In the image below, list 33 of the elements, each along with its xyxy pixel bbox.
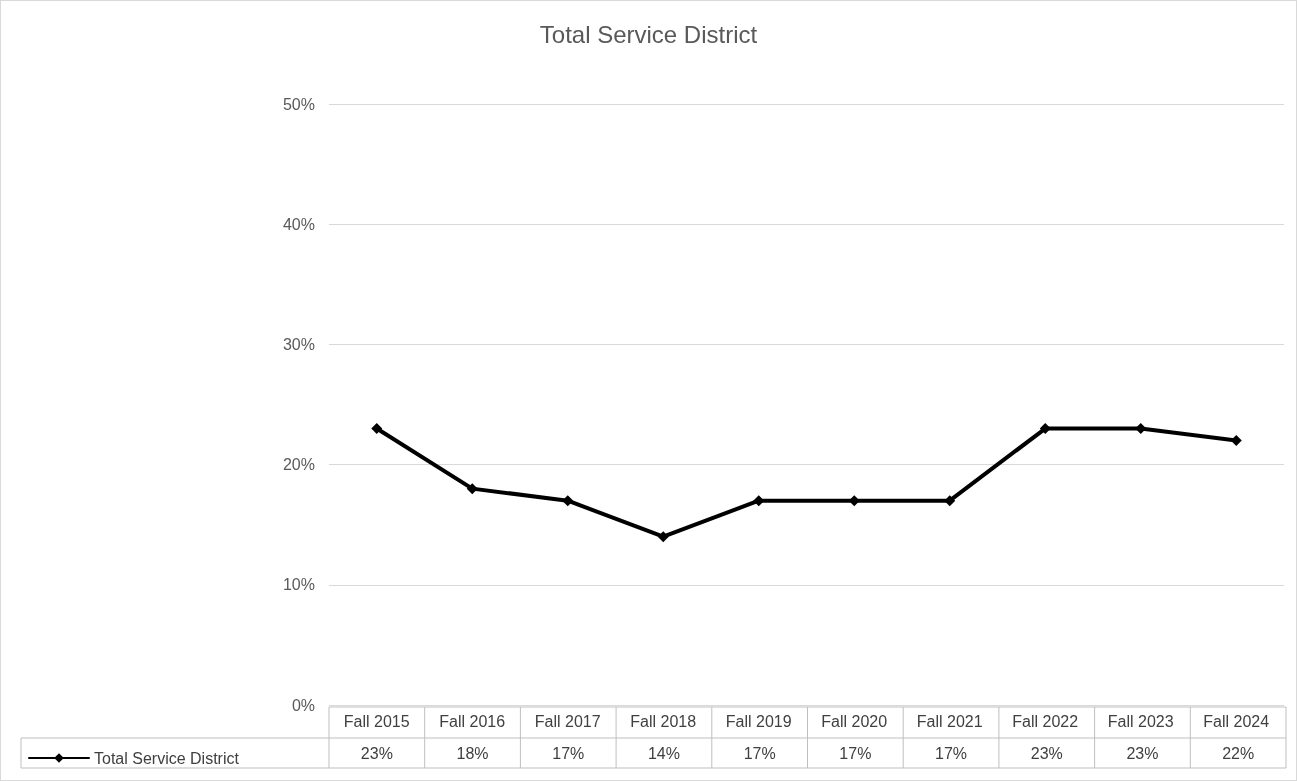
x-tick-label: Fall 2020 [821,712,888,730]
point [371,423,383,435]
data-label: 17% [935,744,968,762]
data-label: 22% [1222,744,1255,762]
x-tick-label: Fall 2021 [916,712,983,730]
point [944,495,956,507]
legend-label: Total Service District [94,749,240,767]
data-label: 23% [1126,744,1159,762]
y-tick-label: 30% [282,335,315,353]
chart-title: Total Service District [539,20,758,48]
data-label: 17% [743,744,776,762]
x-tick-label: Fall 2018 [630,712,697,730]
y-tick-label: 40% [282,215,315,233]
point [562,495,574,507]
y-tick-label: 50% [282,95,315,113]
x-tick-label: Fall 2017 [534,712,601,730]
data-label: 23% [360,744,393,762]
data-label: 18% [456,744,489,762]
point [657,531,669,543]
y-tick-label: 20% [282,456,315,474]
y-tick-label: 10% [282,576,315,594]
x-tick-label: Fall 2024 [1203,712,1270,730]
data-label: 14% [647,744,680,762]
x-tick-label: Fall 2019 [725,712,792,730]
y-tick-label: 0% [291,696,315,714]
data-label: 17% [839,744,872,762]
x-tick-label: Fall 2023 [1107,712,1174,730]
x-tick-label: Fall 2022 [1012,712,1079,730]
data-label: 17% [552,744,585,762]
data-label: 23% [1030,744,1063,762]
point [466,483,478,495]
x-tick-label: Fall 2015 [343,712,410,730]
x-tick-label: Fall 2016 [439,712,506,730]
